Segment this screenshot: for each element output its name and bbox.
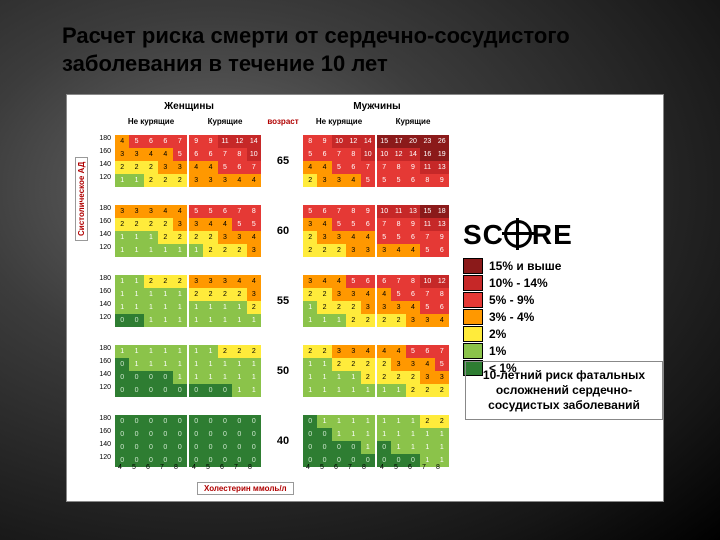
chol-tick: 6 <box>408 464 412 471</box>
block-55-ms: 6781012456783345622334 <box>377 275 449 327</box>
score-card: Женщины Мужчины Не курящие Курящие Не ку… <box>66 94 664 502</box>
legend-swatch <box>463 326 483 342</box>
chol-tick: 5 <box>206 464 210 471</box>
score-chart: Женщины Мужчины Не курящие Курящие Не ку… <box>77 101 455 493</box>
block-40-wn: 00000000000000000000 <box>115 415 187 467</box>
block-65-mn: 891012145678104456723345 <box>303 135 375 187</box>
score-logo: SC RE <box>463 215 653 257</box>
bp-ticks-55: 180160140120 <box>91 275 113 327</box>
legend-label: 10% - 14% <box>489 276 548 290</box>
bp-ticks-60: 180160140120 <box>91 205 113 257</box>
crosshair-icon <box>504 220 532 248</box>
hdr-women: Женщины <box>115 101 263 116</box>
legend-row: 5% - 9% <box>463 292 653 308</box>
legend-swatch <box>463 309 483 325</box>
legend-row: 3% - 4% <box>463 309 653 325</box>
bp-ticks-40: 180160140120 <box>91 415 113 467</box>
logo-a: SC <box>463 219 504 250</box>
legend-swatch <box>463 258 483 274</box>
chol-tick: 7 <box>234 464 238 471</box>
block-40-ms: 11122111110111100011 <box>377 415 449 467</box>
page-title: Расчет риска смерти от сердечно-сосудист… <box>62 22 662 77</box>
chol-tick: 6 <box>334 464 338 471</box>
legend-label: 1% <box>489 344 506 358</box>
block-60-wn: 33344222231112211111 <box>115 205 187 257</box>
chol-tick: 6 <box>220 464 224 471</box>
chol-tick: 5 <box>132 464 136 471</box>
age-60: 60 <box>267 225 299 237</box>
hdr-mn: Не курящие <box>303 117 375 130</box>
legend-row: 2% <box>463 326 653 342</box>
legend-row: 10% - 14% <box>463 275 653 291</box>
chol-tick: 4 <box>118 464 122 471</box>
y-axis-label: Систолическое АД <box>75 157 88 241</box>
block-60-ws: 55678344552233412223 <box>189 205 261 257</box>
block-50-wn: 11111011110000100000 <box>115 345 187 397</box>
chol-tick: 7 <box>348 464 352 471</box>
block-65-ws: 991112146678104456733344 <box>189 135 261 187</box>
logo-b: RE <box>532 219 573 250</box>
block-60-ms: 101113151878911135567934456 <box>377 205 449 257</box>
legend-swatch <box>463 275 483 291</box>
block-50-mn: 22334112221111211111 <box>303 345 375 397</box>
block-65-ms: 15172023261012141619789111355689 <box>377 135 449 187</box>
chol-tick: 5 <box>394 464 398 471</box>
chol-tick: 8 <box>362 464 366 471</box>
legend-label: 5% - 9% <box>489 293 534 307</box>
hdr-ws: Курящие <box>189 117 261 130</box>
block-55-wn: 11222111111111100111 <box>115 275 187 327</box>
chol-tick: 8 <box>248 464 252 471</box>
age-65: 65 <box>267 155 299 167</box>
block-55-ws: 33344222231111211111 <box>189 275 261 327</box>
legend-row: 1% <box>463 343 653 359</box>
legend-row: 15% и выше <box>463 258 653 274</box>
block-40-ws: 00000000000000000000 <box>189 415 261 467</box>
legend-swatch <box>463 292 483 308</box>
chol-tick: 7 <box>422 464 426 471</box>
bp-ticks-65: 180160140120 <box>91 135 113 187</box>
description-box: 10-летний риск фатальных осложнений серд… <box>465 361 663 420</box>
legend: SC RE 15% и выше 10% - 14% 5% - 9% 3% - 4% 2%… <box>463 215 653 377</box>
chol-tick: 6 <box>146 464 150 471</box>
block-50-ws: 11222111111111100011 <box>189 345 261 397</box>
chol-tick: 5 <box>320 464 324 471</box>
age-header: возраст <box>267 117 299 126</box>
legend-label: 15% и выше <box>489 259 561 273</box>
legend-swatch <box>463 343 483 359</box>
block-50-ms: 44567233452223311222 <box>377 345 449 397</box>
block-55-mn: 34456223341222311122 <box>303 275 375 327</box>
hdr-ms: Курящие <box>377 117 449 130</box>
age-50: 50 <box>267 365 299 377</box>
x-axis-label: Холестерин ммоль/л <box>197 482 294 495</box>
block-60-mn: 56789345562334422233 <box>303 205 375 257</box>
age-55: 55 <box>267 295 299 307</box>
legend-label: 2% <box>489 327 506 341</box>
age-40: 40 <box>267 435 299 447</box>
chol-tick: 8 <box>436 464 440 471</box>
chol-tick: 7 <box>160 464 164 471</box>
bp-ticks-50: 180160140120 <box>91 345 113 397</box>
legend-label: 3% - 4% <box>489 310 534 324</box>
block-65-wn: 45667334452223311222 <box>115 135 187 187</box>
hdr-men: Мужчины <box>303 101 451 116</box>
block-40-mn: 01111001110000100000 <box>303 415 375 467</box>
hdr-wn: Не курящие <box>115 117 187 130</box>
chol-tick: 4 <box>380 464 384 471</box>
chol-tick: 4 <box>192 464 196 471</box>
chol-tick: 8 <box>174 464 178 471</box>
chol-tick: 4 <box>306 464 310 471</box>
